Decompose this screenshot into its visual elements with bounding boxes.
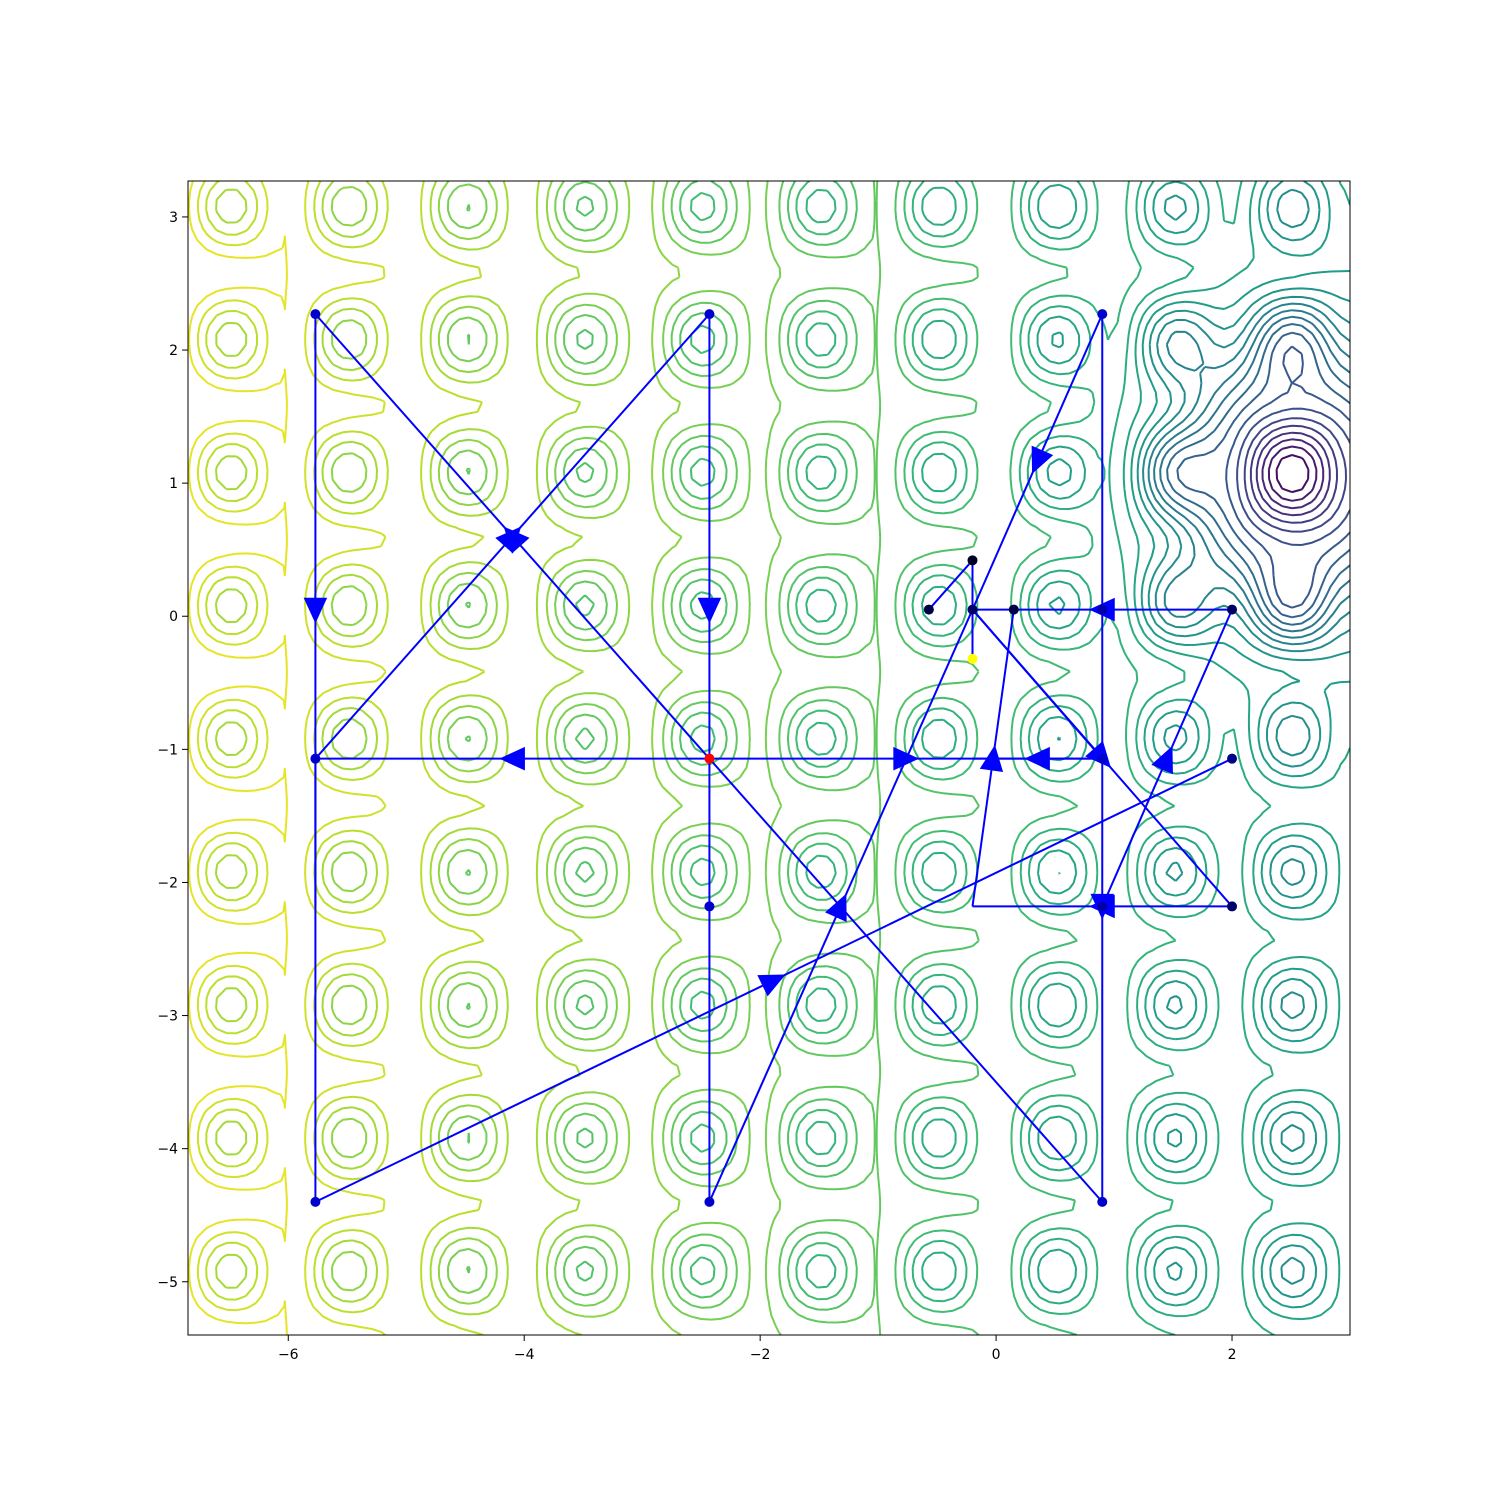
x-tick-label: −4 xyxy=(514,1347,535,1363)
arrow-head-6 xyxy=(757,974,786,997)
path-segment-21 xyxy=(928,559,974,611)
y-tick-label: 0 xyxy=(169,609,178,625)
contour-level-27 xyxy=(196,181,387,1335)
contour-level-28 xyxy=(188,181,288,1335)
contour-level-3 xyxy=(1261,438,1325,510)
path-point-4 xyxy=(310,309,321,320)
y-tick-label: 2 xyxy=(169,343,178,359)
path-point-15 xyxy=(967,604,978,615)
contour-level-1 xyxy=(1275,454,1310,494)
contour-level-9 xyxy=(1176,331,1350,619)
path-point-19 xyxy=(967,653,978,664)
contour-lines xyxy=(188,181,1350,1335)
path-point-2 xyxy=(704,309,715,320)
y-tick-label: −2 xyxy=(157,875,178,891)
contour-level-23 xyxy=(446,181,783,1335)
contour-level-10 xyxy=(1166,323,1350,626)
x-tick-label: −2 xyxy=(750,1347,771,1363)
contour-level-5 xyxy=(1249,424,1338,524)
y-tick-label: 1 xyxy=(169,476,178,492)
arrow-head-9 xyxy=(893,746,920,771)
plot-frame xyxy=(187,180,1351,1336)
x-tick-label: 0 xyxy=(992,1347,1001,1363)
path-segment-10 xyxy=(708,758,1104,1203)
contour-level-7 xyxy=(1236,407,1350,546)
path-point-1 xyxy=(310,753,321,764)
path-points xyxy=(310,309,1238,1207)
arrow-head-4 xyxy=(303,597,328,624)
x-tick-label: 2 xyxy=(1228,1347,1237,1363)
contour-level-14 xyxy=(1142,188,1350,1285)
arrow-head-19 xyxy=(1151,745,1173,775)
path-point-13 xyxy=(1227,604,1238,615)
path-point-12 xyxy=(1227,753,1238,764)
contour-level-16 xyxy=(1046,181,1350,1309)
path-point-5 xyxy=(310,1196,321,1207)
contour-level-15 xyxy=(1136,181,1350,1299)
path-point-6 xyxy=(704,1196,715,1207)
y-tick-label: −3 xyxy=(157,1009,178,1025)
path-point-3 xyxy=(704,901,715,912)
path-point-0 xyxy=(704,753,715,764)
path-point-17 xyxy=(1008,604,1019,615)
path-point-7 xyxy=(1097,753,1108,764)
contour-level-8 xyxy=(1225,345,1350,609)
path-point-9 xyxy=(1097,1196,1108,1207)
path-point-10 xyxy=(1097,604,1108,615)
x-tick-label: −6 xyxy=(278,1347,299,1363)
contour-level-25 xyxy=(214,181,584,1335)
contour-level-2 xyxy=(1267,445,1318,502)
path-point-14 xyxy=(1227,901,1238,912)
arrow-head-18 xyxy=(979,744,1004,773)
path-point-18 xyxy=(967,555,978,566)
arrow-head-11 xyxy=(1024,746,1050,771)
arrow-head-0 xyxy=(499,746,525,771)
arrow-head-2 xyxy=(697,597,722,624)
contour-level-6 xyxy=(1243,417,1347,533)
y-tick-label: −1 xyxy=(157,742,178,758)
arrow-head-8 xyxy=(825,893,847,922)
y-tick-label: 3 xyxy=(169,210,178,226)
arrow-head-3 xyxy=(503,526,530,554)
y-tick-label: −4 xyxy=(157,1142,178,1158)
contour-level-22 xyxy=(464,181,882,1335)
contour-level-11 xyxy=(1159,315,1350,633)
y-tick-label: −5 xyxy=(157,1275,178,1291)
contour-level-17 xyxy=(1035,181,1350,1321)
arrow-head-13 xyxy=(1031,445,1054,474)
path-point-11 xyxy=(1097,901,1108,912)
path-point-8 xyxy=(1097,309,1108,320)
contour-level-26 xyxy=(205,181,486,1335)
contour-level-18 xyxy=(921,181,1276,1335)
contour-level-20 xyxy=(689,181,1079,1335)
contour-level-4 xyxy=(1255,431,1331,517)
path-point-16 xyxy=(923,604,934,615)
contour-level-21 xyxy=(574,181,980,1335)
x-axis-ticks: −6 −4 −2 0 2 xyxy=(278,1335,1237,1363)
contour-level-13 xyxy=(1147,302,1350,646)
y-axis-ticks: −5 −4 −3 −2 −1 0 1 2 3 xyxy=(157,210,188,1291)
contour-level-12 xyxy=(1153,309,1350,639)
